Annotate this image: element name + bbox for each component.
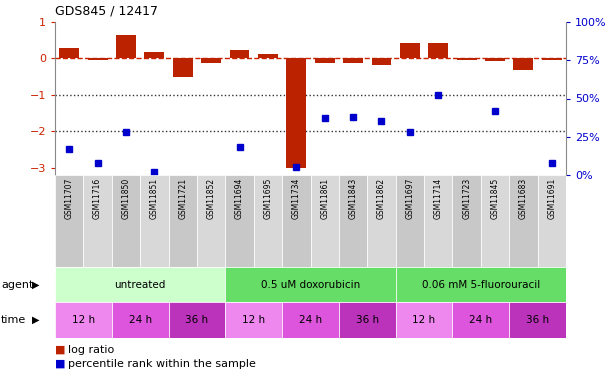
Bar xyxy=(481,175,509,267)
Bar xyxy=(456,58,477,60)
Text: GSM11683: GSM11683 xyxy=(519,178,528,219)
Text: GDS845 / 12417: GDS845 / 12417 xyxy=(55,5,158,18)
Bar xyxy=(201,58,221,63)
Bar xyxy=(55,175,83,267)
Bar xyxy=(282,302,339,338)
Text: GSM11843: GSM11843 xyxy=(349,178,357,219)
Bar xyxy=(485,58,505,62)
Text: 24 h: 24 h xyxy=(128,315,152,325)
Bar xyxy=(400,43,420,58)
Bar xyxy=(140,175,169,267)
Text: 36 h: 36 h xyxy=(185,315,208,325)
Bar xyxy=(169,175,197,267)
Text: log ratio: log ratio xyxy=(68,345,115,355)
Bar xyxy=(116,35,136,58)
Text: ■: ■ xyxy=(55,345,65,355)
Bar xyxy=(396,302,452,338)
Bar xyxy=(542,58,562,60)
Bar xyxy=(343,58,363,63)
Bar xyxy=(173,58,192,76)
Bar xyxy=(83,175,112,267)
Text: ■: ■ xyxy=(55,359,65,369)
Text: GSM11845: GSM11845 xyxy=(491,178,500,219)
Text: ▶: ▶ xyxy=(32,279,39,290)
Text: GSM11694: GSM11694 xyxy=(235,178,244,219)
Bar xyxy=(339,175,367,267)
Bar xyxy=(452,302,509,338)
Bar xyxy=(55,267,225,302)
Bar xyxy=(371,58,392,65)
Bar xyxy=(225,175,254,267)
Bar xyxy=(87,58,108,60)
Text: GSM11721: GSM11721 xyxy=(178,178,187,219)
Bar xyxy=(428,43,448,58)
Bar xyxy=(452,175,481,267)
Text: GSM11850: GSM11850 xyxy=(122,178,131,219)
Bar xyxy=(55,302,112,338)
Text: time: time xyxy=(1,315,26,325)
Bar xyxy=(509,302,566,338)
Text: GSM11862: GSM11862 xyxy=(377,178,386,219)
Text: 0.06 mM 5-fluorouracil: 0.06 mM 5-fluorouracil xyxy=(422,279,540,290)
Bar xyxy=(315,58,335,63)
Bar xyxy=(424,175,452,267)
Text: GSM11851: GSM11851 xyxy=(150,178,159,219)
Bar xyxy=(254,175,282,267)
Text: 36 h: 36 h xyxy=(526,315,549,325)
Text: 12 h: 12 h xyxy=(242,315,265,325)
Bar xyxy=(112,302,169,338)
Bar xyxy=(538,175,566,267)
Text: GSM11695: GSM11695 xyxy=(263,178,273,219)
Text: GSM11697: GSM11697 xyxy=(405,178,414,219)
Bar xyxy=(282,175,310,267)
Bar xyxy=(197,175,225,267)
Bar xyxy=(230,50,249,58)
Text: agent: agent xyxy=(1,279,34,290)
Bar xyxy=(367,175,396,267)
Bar xyxy=(225,267,396,302)
Bar xyxy=(59,48,79,58)
Text: GSM11714: GSM11714 xyxy=(434,178,443,219)
Text: percentile rank within the sample: percentile rank within the sample xyxy=(68,359,257,369)
Bar xyxy=(339,302,396,338)
Bar xyxy=(310,175,339,267)
Bar xyxy=(225,302,282,338)
Text: 12 h: 12 h xyxy=(412,315,436,325)
Text: ▶: ▶ xyxy=(32,315,39,325)
Bar xyxy=(396,175,424,267)
Text: untreated: untreated xyxy=(114,279,166,290)
Bar xyxy=(258,54,278,58)
Text: GSM11691: GSM11691 xyxy=(547,178,556,219)
Bar xyxy=(287,58,306,168)
Text: GSM11852: GSM11852 xyxy=(207,178,216,219)
Bar xyxy=(509,175,538,267)
Bar xyxy=(169,302,225,338)
Text: GSM11723: GSM11723 xyxy=(462,178,471,219)
Text: GSM11707: GSM11707 xyxy=(65,178,74,219)
Bar xyxy=(112,175,140,267)
Bar xyxy=(513,58,533,70)
Text: 24 h: 24 h xyxy=(469,315,492,325)
Text: 12 h: 12 h xyxy=(72,315,95,325)
Bar xyxy=(144,52,164,58)
Text: GSM11716: GSM11716 xyxy=(93,178,102,219)
Text: 36 h: 36 h xyxy=(356,315,379,325)
Text: 0.5 uM doxorubicin: 0.5 uM doxorubicin xyxy=(261,279,360,290)
Text: 24 h: 24 h xyxy=(299,315,322,325)
Text: GSM11861: GSM11861 xyxy=(320,178,329,219)
Bar xyxy=(396,267,566,302)
Text: GSM11734: GSM11734 xyxy=(292,178,301,219)
